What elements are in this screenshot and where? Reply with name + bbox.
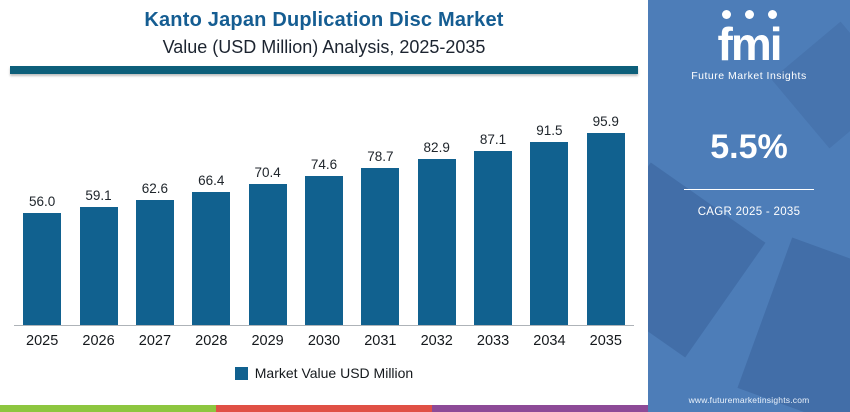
- legend-swatch: [234, 366, 248, 380]
- bar-group-2033: 87.1: [465, 132, 521, 325]
- bar-group-2034: 91.5: [521, 123, 577, 325]
- bar: [530, 142, 569, 325]
- bar-value-label: 78.7: [367, 149, 394, 164]
- person-icon: [744, 10, 754, 19]
- x-axis-label: 2027: [138, 333, 172, 349]
- bar: [417, 159, 456, 325]
- title-divider-bar: [10, 66, 638, 74]
- x-axis-label: 2028: [195, 333, 228, 349]
- bar-value-label: 74.6: [310, 157, 338, 172]
- x-axis-label: 2033: [476, 333, 510, 349]
- bar-value-label: 95.9: [592, 114, 619, 129]
- bar-value-label: 87.1: [479, 132, 507, 147]
- legend-label: Market Value USD Million: [254, 365, 414, 381]
- cagr-label: CAGR 2025 - 2035: [697, 206, 801, 218]
- bar-group-2025: 56.0: [14, 194, 70, 325]
- bar: [192, 192, 231, 325]
- x-axis-label: 2025: [26, 333, 59, 349]
- panel-decoration: [737, 237, 850, 412]
- bar: [474, 151, 513, 325]
- x-axis-labels: 2025 2026 2027 2028 2029 2030 2031 2032 2033 2034…: [14, 326, 634, 349]
- bar: [586, 133, 625, 325]
- chart-header: Kanto Japan Duplication Disc Market Valu…: [0, 0, 648, 58]
- logo-icons-row: [648, 10, 850, 19]
- bar-group-2028: 66.4: [183, 173, 239, 325]
- panel-decoration: [648, 162, 766, 358]
- people-icon: [767, 10, 777, 19]
- bar-value-label: 66.4: [198, 173, 225, 188]
- x-axis-label: 2030: [307, 333, 341, 349]
- bar-value-label: 91.5: [536, 123, 563, 138]
- bar: [361, 168, 400, 325]
- x-axis-label: 2026: [82, 333, 115, 349]
- bar: [23, 213, 62, 325]
- stripe-purple: [432, 405, 648, 412]
- bar-group-2031: 78.7: [352, 149, 408, 325]
- x-axis-label: 2032: [420, 333, 453, 349]
- bar-value-label: 59.1: [85, 188, 112, 203]
- phone-icon: [721, 10, 731, 19]
- logo-text: fmi: [717, 18, 783, 70]
- bar: [304, 176, 343, 325]
- cagr-value: 5.5%: [710, 128, 788, 166]
- bar-value-label: 82.9: [423, 140, 450, 155]
- stripe-red: [216, 405, 432, 412]
- chart-legend: Market Value USD Million: [14, 365, 634, 381]
- bar: [79, 207, 118, 325]
- bar-value-label: 56.0: [29, 194, 56, 209]
- panel-divider-line: [684, 189, 814, 190]
- bar-group-2027: 62.6: [127, 181, 183, 325]
- footer-color-stripes: [0, 405, 648, 412]
- bar: [248, 184, 287, 325]
- bar-group-2026: 59.1: [70, 188, 126, 325]
- bar-value-label: 70.4: [254, 165, 281, 180]
- bar-group-2032: 82.9: [409, 140, 465, 325]
- logo-subtext: Future Market Insights: [691, 70, 807, 82]
- bar-group-2029: 70.4: [239, 165, 295, 325]
- bar: [135, 200, 174, 325]
- chart-title-line1: Kanto Japan Duplication Disc Market: [144, 9, 504, 31]
- bar-chart: 56.0 59.1 62.6 66.4 70.4 74.6 78.7 82.9 87.1 91.5…: [0, 90, 648, 381]
- chart-title-line2: Value (USD Million) Analysis, 2025-2035: [162, 37, 486, 57]
- bar-group-2035: 95.9: [578, 114, 634, 325]
- chart-section: Kanto Japan Duplication Disc Market Valu…: [0, 0, 648, 412]
- website-url: www.futuremarketinsights.com: [688, 395, 810, 405]
- brand-panel: fmi Future Market Insights 5.5% CAGR 202…: [648, 0, 850, 412]
- x-axis-label: 2034: [533, 333, 566, 349]
- x-axis-label: 2031: [364, 333, 397, 349]
- bar-value-label: 62.6: [141, 181, 169, 196]
- stripe-green: [0, 405, 216, 412]
- x-axis-label: 2029: [251, 333, 284, 349]
- bar-chart-plot: 56.0 59.1 62.6 66.4 70.4 74.6 78.7 82.9 87.1 91.5…: [14, 90, 634, 326]
- fmi-logo: fmi Future Market Insights: [648, 0, 850, 82]
- bar-group-2030: 74.6: [296, 157, 352, 325]
- x-axis-label: 2035: [589, 333, 622, 349]
